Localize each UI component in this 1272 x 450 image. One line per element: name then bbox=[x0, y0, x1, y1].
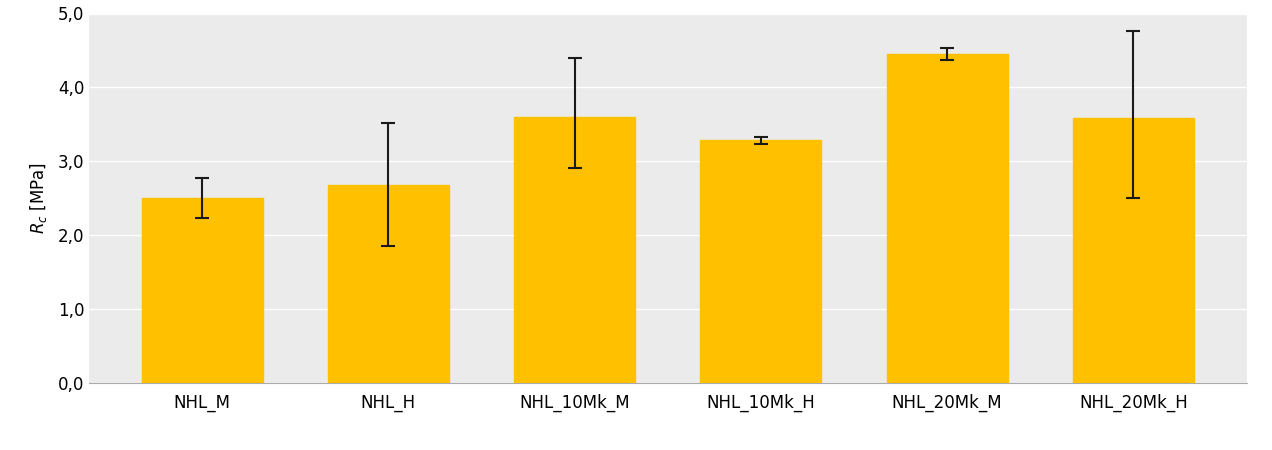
Bar bbox=[701, 140, 822, 382]
Bar bbox=[141, 198, 263, 382]
Y-axis label: $R_c$ [MPa]: $R_c$ [MPa] bbox=[28, 162, 50, 234]
Bar bbox=[887, 54, 1007, 382]
Bar bbox=[514, 117, 635, 382]
Bar bbox=[1072, 118, 1194, 382]
Bar bbox=[328, 184, 449, 382]
